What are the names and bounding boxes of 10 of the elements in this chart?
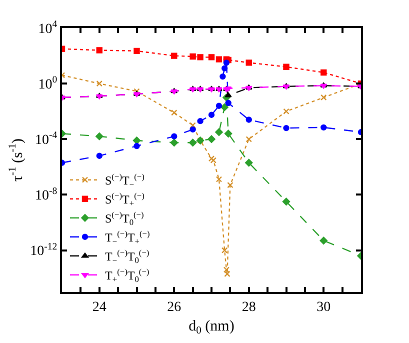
y-tick-label: 10$^{-12}$ bbox=[30, 241, 58, 260]
y-tick-label: 10$^{0}$ bbox=[38, 74, 58, 92]
y-tick-label: 10$^{4}$ bbox=[38, 19, 58, 37]
x-tick-label: 30 bbox=[316, 300, 331, 315]
x-tick-label: 26 bbox=[167, 300, 182, 315]
x-tick-label: 28 bbox=[242, 300, 256, 315]
y-tick-label: 10$^{-4}$ bbox=[35, 130, 58, 148]
x-tick-label: 24 bbox=[92, 300, 106, 315]
x-axis-title: d$_{0}$ (nm) bbox=[188, 318, 234, 336]
y-tick-label: 10$^{-8}$ bbox=[35, 186, 58, 204]
